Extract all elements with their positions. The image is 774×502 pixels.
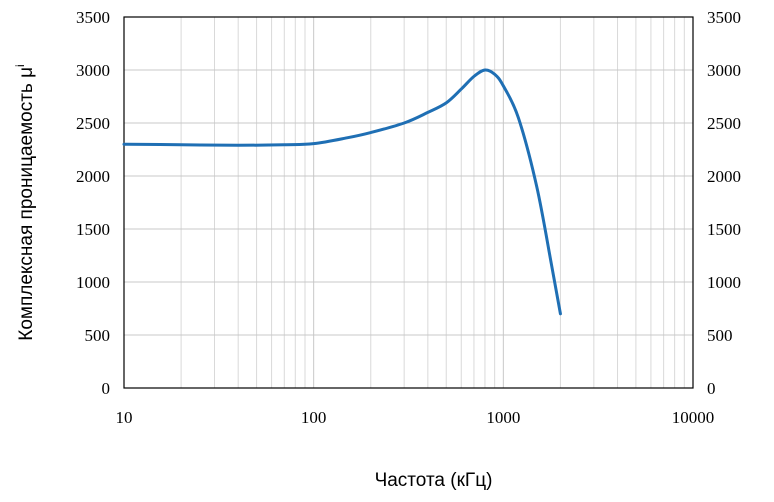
y-tick-label-left: 2500 (76, 114, 110, 133)
y-tick-label-right: 3500 (707, 8, 741, 27)
x-tick-labels: 10 100 1000 10000 (116, 408, 715, 427)
grid (123, 16, 693, 389)
plot-frame (123, 16, 694, 389)
y-tick-label-left: 1000 (76, 273, 110, 292)
y-tick-label-left: 2000 (76, 167, 110, 186)
y-tick-label-right: 2500 (707, 114, 741, 133)
series-layer (122, 68, 562, 316)
y-tick-label-right: 500 (707, 326, 733, 345)
y-tick-label-right: 3000 (707, 61, 741, 80)
y-tick-label-left: 3500 (76, 8, 110, 27)
y-tick-label-right: 1500 (707, 220, 741, 239)
series-line (122, 68, 562, 316)
y-tick-labels-left: 0 500 1000 1500 2000 2500 3000 3500 (76, 8, 110, 398)
y-tick-label-left: 3000 (76, 61, 110, 80)
y-tick-label-right: 2000 (707, 167, 741, 186)
y-tick-label-left: 500 (85, 326, 111, 345)
y-tick-label-left: 1500 (76, 220, 110, 239)
x-axis-title: Частота (кГц) (375, 470, 493, 491)
x-tick-label: 1000 (486, 408, 520, 427)
y-axis-title-text: Комплексная проницаемость μ (16, 67, 37, 341)
x-tick-label: 10 (116, 408, 133, 427)
x-tick-label: 100 (301, 408, 327, 427)
y-axis-title-superscript: i (13, 64, 27, 67)
y-tick-labels-right: 0 500 1000 1500 2000 2500 3000 3500 (707, 8, 741, 398)
y-tick-label-left: 0 (102, 379, 111, 398)
y-tick-label-right: 0 (707, 379, 716, 398)
x-tick-label: 10000 (672, 408, 715, 427)
y-axis-title: Комплексная проницаемость μi (13, 64, 37, 340)
y-tick-label-right: 1000 (707, 273, 741, 292)
